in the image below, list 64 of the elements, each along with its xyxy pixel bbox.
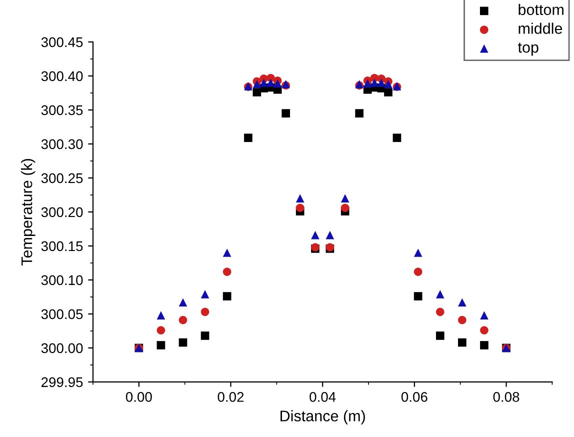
x-tick-label: 0.00 <box>126 392 152 402</box>
point <box>458 316 466 324</box>
point <box>156 311 166 320</box>
point <box>178 316 188 324</box>
point <box>273 79 282 88</box>
point <box>414 248 422 257</box>
y-tick-label: 300.00 <box>41 343 83 354</box>
point <box>266 78 275 87</box>
x-tick-label: 0.04 <box>310 392 336 402</box>
point <box>392 134 402 142</box>
y-tick-label: 300.20 <box>41 207 83 218</box>
point <box>436 308 444 316</box>
point <box>311 230 320 240</box>
point <box>222 248 232 257</box>
point <box>414 268 422 276</box>
point <box>480 311 488 320</box>
point <box>458 338 466 347</box>
point <box>384 80 392 88</box>
point <box>178 298 188 307</box>
point <box>340 194 350 203</box>
point <box>296 194 304 203</box>
point <box>377 78 386 87</box>
x-tick-label: 0.02 <box>218 392 244 402</box>
point <box>200 290 210 298</box>
point <box>480 341 488 350</box>
y-axis-title: Temperature (k) <box>20 158 36 266</box>
point <box>414 292 422 300</box>
point <box>200 308 210 316</box>
point <box>436 290 444 298</box>
point <box>244 134 252 142</box>
y-tick-label: 300.10 <box>41 275 83 286</box>
point <box>436 332 444 340</box>
point <box>370 78 379 87</box>
point <box>458 298 466 307</box>
point <box>222 292 232 300</box>
point <box>200 332 210 340</box>
y-tick-label: 300.40 <box>41 71 83 82</box>
x-tick-label: 0.06 <box>401 392 428 402</box>
point <box>326 230 334 240</box>
x-axis-title: Distance (m) <box>280 410 365 424</box>
point <box>178 338 188 347</box>
legend-label: middle <box>518 22 562 34</box>
legend-label: bottom <box>518 4 564 16</box>
legend-label: top <box>518 42 538 56</box>
point <box>355 109 364 118</box>
point <box>222 268 232 276</box>
y-tick-label: 300.05 <box>41 309 83 320</box>
point <box>282 109 290 118</box>
x-tick-label: 0.08 <box>493 392 520 402</box>
point <box>480 326 488 334</box>
point <box>296 204 304 212</box>
point <box>340 204 350 212</box>
y-tick-label: 300.25 <box>41 173 83 184</box>
point <box>384 88 392 96</box>
y-tick-label: 300.45 <box>41 37 83 48</box>
point <box>156 326 166 334</box>
y-tick-label: 300.35 <box>41 105 83 116</box>
point <box>260 78 268 87</box>
point <box>363 79 372 88</box>
y-tick-label: 300.15 <box>41 241 83 252</box>
point <box>252 80 262 88</box>
y-tick-label: 300.30 <box>41 139 83 150</box>
point <box>156 341 166 350</box>
y-tick-label: 299.95 <box>41 377 83 388</box>
